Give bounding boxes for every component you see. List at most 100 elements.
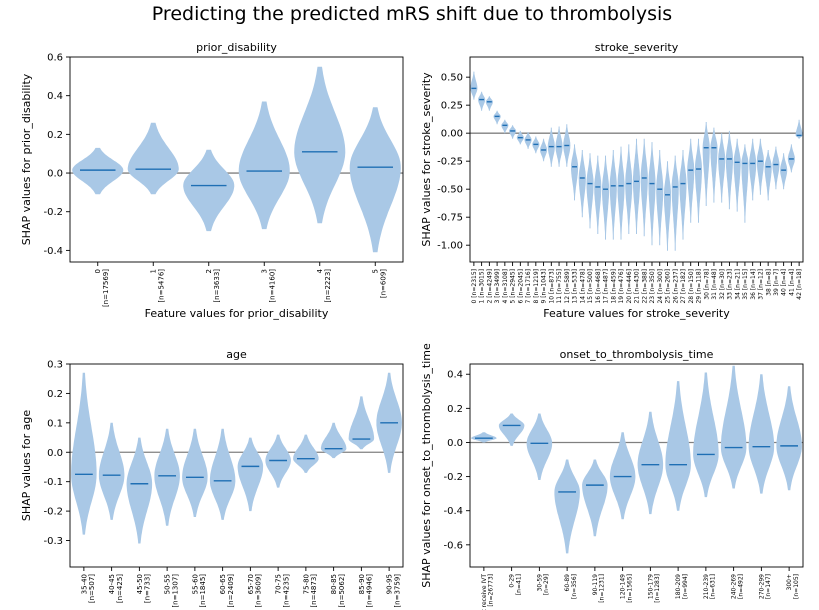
- violin-21: [632, 138, 641, 234]
- panel-title: stroke_severity: [595, 41, 679, 54]
- x-tick-label: 0-29[n=41]: [509, 574, 523, 595]
- violin-35: [741, 144, 749, 223]
- x-tick-label: 270-299[n=147]: [758, 574, 772, 599]
- violin-180-209: [665, 381, 691, 511]
- x-tick-label: 70-75[n=4235]: [275, 574, 291, 608]
- x-tick-label: 80-85[n=5062]: [330, 574, 346, 608]
- x-tick-label: 5 [n=2945]: [510, 269, 517, 304]
- y-tick-label: -0.2: [443, 472, 463, 483]
- y-tick-label: 0.25: [441, 101, 463, 112]
- y-tick-label: 0.6: [47, 53, 63, 64]
- violin-3: [493, 110, 501, 125]
- chart-panel: -0.6 -0.4 -0.2 0.0 0.2 0.4 Did not receive IVT…: [420, 343, 804, 610]
- category-label: 90-95: [386, 574, 394, 594]
- x-tick-label: 2[n=3633]: [205, 269, 221, 303]
- violin-65-70: [237, 437, 264, 512]
- category-count: [n=492]: [737, 574, 744, 599]
- violin-3: [238, 101, 290, 230]
- category-label: 0-29: [509, 574, 516, 588]
- x-tick-label: 36 [n=14]: [750, 269, 757, 300]
- category-label: 1: [150, 269, 158, 273]
- y-tick-label: -0.2: [43, 207, 63, 218]
- x-tick-label: 42 [n=18]: [796, 269, 803, 300]
- category-label: 30-59: [536, 574, 543, 592]
- x-tick-label: 37 [n=12]: [758, 269, 765, 300]
- x-tick-label: 210-239[n=631]: [703, 574, 717, 599]
- x-tick-label: 35-40[n=507]: [80, 574, 96, 603]
- y-axis-label: SHAP values for prior_disability: [20, 73, 33, 245]
- y-tick-label: -0.4: [43, 246, 63, 257]
- x-tick-label: 16 [n=468]: [595, 269, 602, 304]
- y-tick-label: -0.4: [443, 506, 463, 517]
- violin-85-90: [348, 396, 375, 450]
- x-tick-label: 23 [n=350]: [649, 269, 656, 304]
- x-tick-label: 150-179[n=1283]: [647, 574, 661, 603]
- category-count: [n=733]: [144, 574, 152, 603]
- violin-28: [687, 138, 695, 223]
- violin-39: [772, 146, 780, 190]
- category-label: 120-149: [620, 574, 627, 599]
- category-label: 0: [94, 269, 102, 273]
- y-axis-label: SHAP values for age: [20, 410, 33, 522]
- x-tick-label: 65-70[n=3609]: [247, 574, 263, 608]
- x-tick-label: Did not receive IVT[n=26773]: [481, 574, 495, 610]
- x-tick-label: 45-50[n=733]: [136, 574, 152, 603]
- violin-31: [710, 127, 718, 203]
- category-label: 40-45: [108, 574, 116, 594]
- y-tick-label: -0.1: [43, 477, 63, 488]
- category-count: [n=1565]: [626, 574, 633, 603]
- violin-42: [795, 119, 803, 139]
- category-count: [n=2409]: [227, 574, 235, 608]
- chart-panel: -0.4 -0.2 0.0 0.2 0.4 0.6 0[n=17569] 1[n=5476] 2…: [20, 41, 404, 320]
- category-count: [n=29]: [543, 574, 550, 595]
- plot-frame: [69, 363, 404, 568]
- y-tick-label: 0.50: [441, 73, 463, 84]
- violin-300+: [776, 386, 802, 491]
- category-count: [n=3759]: [393, 574, 401, 608]
- category-label: 2: [205, 269, 213, 273]
- x-tick-label: 41 [n=4]: [788, 269, 795, 296]
- x-tick-label: 75-80[n=4873]: [302, 574, 318, 608]
- x-tick-label: 0[n=17569]: [94, 269, 110, 307]
- category-count: [n=5476]: [157, 269, 165, 303]
- category-label: 85-90: [358, 574, 366, 594]
- category-count: [n=3609]: [255, 574, 263, 608]
- violin-29: [694, 138, 702, 223]
- category-label: 35-40: [80, 574, 88, 594]
- category-count: [n=631]: [710, 574, 717, 599]
- category-label: 75-80: [302, 574, 310, 594]
- violin-40-45: [98, 422, 125, 520]
- x-tick-label: 11 [n=755]: [556, 269, 563, 304]
- x-tick-label: 35 [n=15]: [742, 269, 749, 300]
- x-tick-label: 120-149[n=1565]: [620, 574, 634, 603]
- x-tick-label: 40-45[n=425]: [108, 574, 124, 603]
- x-tick-label: 300+[n=105]: [786, 574, 800, 599]
- x-tick-label: 40 [n=4]: [781, 269, 788, 296]
- x-tick-label: 14 [n=478]: [579, 269, 586, 304]
- category-label: 80-85: [330, 574, 338, 594]
- chart-panel: -0.3 -0.2 -0.1 0.0 0.1 0.2 0.3 35-40[n=507] 40-4…: [20, 348, 404, 608]
- category-count: [n=1231]: [599, 574, 606, 603]
- x-tick-label: 18 [n=459]: [610, 269, 617, 304]
- violin-34: [733, 138, 741, 212]
- x-tick-label: 33 [n=23]: [727, 269, 734, 300]
- x-tick-label: 25 [n=260]: [665, 269, 672, 304]
- violin-32: [718, 133, 726, 203]
- x-tick-label: 34 [n=21]: [734, 269, 741, 300]
- violin-1: [478, 91, 486, 111]
- chart-panel: -1.00 -0.75 -0.50 -0.25 0.00 0.25 0.50 0 [n=231…: [420, 41, 804, 320]
- x-tick-label: 15 [n=500]: [587, 269, 594, 304]
- x-tick-label: 9 [n=1043]: [541, 269, 548, 304]
- violin-37: [756, 138, 764, 195]
- category-label: 70-75: [275, 574, 283, 594]
- y-tick-label: -0.2: [43, 507, 63, 518]
- plot-frame: [69, 56, 404, 263]
- y-tick-label: 0.2: [47, 130, 63, 141]
- category-label: 270-299: [758, 574, 765, 599]
- violin-60-89: [554, 459, 580, 554]
- violin-17: [602, 155, 610, 240]
- violin-33: [725, 130, 733, 210]
- x-tick-label: 30 [n=78]: [703, 269, 710, 300]
- category-count: [n=1307]: [171, 574, 179, 608]
- violin-25: [663, 161, 671, 251]
